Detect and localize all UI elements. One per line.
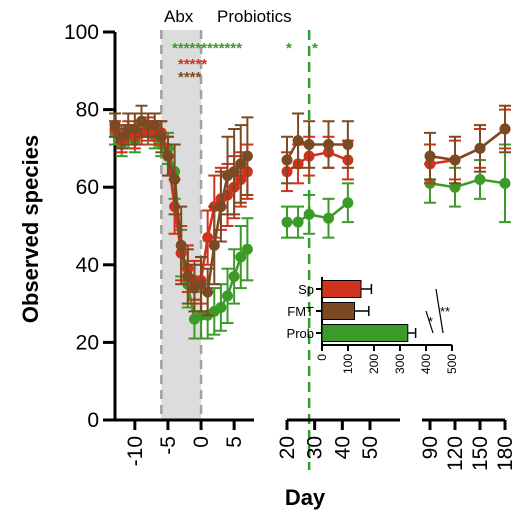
y-tick-label: 80: [76, 99, 99, 122]
data-point-fmt: [303, 139, 315, 151]
significance-stars: *****: [178, 56, 207, 73]
y-tick-label: 40: [76, 254, 99, 277]
y-axis-title: Observed species: [18, 135, 43, 323]
x-tick-label: 40: [331, 436, 354, 459]
x-tick-label: 5: [223, 436, 246, 448]
data-point-prob: [323, 212, 334, 224]
x-tick-label: 50: [359, 436, 382, 459]
significance-stars: ************: [172, 40, 242, 57]
significance-stars: *: [312, 40, 318, 57]
x-tick-label: 180: [494, 436, 517, 471]
inset-x-tick-label: 300: [393, 354, 407, 374]
series-fmt: [109, 104, 511, 317]
data-point-fmt: [474, 142, 486, 154]
inset-x-tick-label: 500: [445, 354, 459, 374]
data-point-prob: [241, 243, 253, 255]
data-point-prob: [235, 251, 247, 263]
data-point-sp: [202, 232, 214, 244]
data-point-prob: [303, 208, 315, 220]
data-point-fmt: [208, 239, 220, 251]
data-point-fmt: [499, 123, 511, 135]
significance-stars: ****: [178, 69, 202, 86]
data-point-fmt: [424, 150, 436, 162]
data-point-prob: [222, 290, 234, 302]
x-tick-label: 0: [190, 436, 213, 448]
inset-bar-prob: [321, 324, 409, 342]
series-line-fmt: [429, 128, 506, 162]
inset-x-tick-label: 0: [315, 354, 329, 361]
data-point-fmt: [116, 131, 128, 143]
data-point-fmt: [228, 166, 240, 178]
data-point-fmt: [449, 154, 461, 166]
inset-category-label: Prob: [287, 326, 314, 341]
data-point-fmt: [149, 119, 161, 131]
data-point-prob: [449, 181, 461, 193]
inset-significance: **: [440, 304, 450, 319]
data-point-fmt: [195, 278, 207, 290]
data-point-fmt: [169, 173, 181, 185]
inset-x-tick-label: 400: [419, 354, 433, 374]
x-tick-label: -10: [124, 436, 147, 466]
inset-bar-sp: [321, 280, 362, 298]
y-tick-label: 60: [76, 176, 99, 199]
data-point-fmt: [215, 201, 227, 213]
data-point-fmt: [323, 139, 334, 151]
y-tick-label: 0: [87, 409, 99, 432]
data-point-prob: [228, 270, 240, 282]
x-axis-title: Day: [285, 485, 326, 510]
data-point-fmt: [342, 139, 354, 151]
x-tick-label: 30: [304, 436, 327, 459]
data-point-fmt: [109, 119, 121, 131]
inset-category-label: FMT: [287, 304, 314, 319]
data-point-prob: [215, 301, 227, 313]
inset-bracket-sp-prob: [435, 288, 444, 334]
data-point-fmt: [155, 131, 167, 143]
y-tick-label: 20: [76, 331, 99, 354]
x-tick-label: 90: [419, 436, 442, 459]
x-tick-label: 150: [469, 436, 492, 471]
data-point-fmt: [175, 239, 187, 251]
series-line-prob: [429, 178, 506, 189]
inset-x-tick-label: 100: [341, 354, 355, 374]
data-point-fmt: [281, 154, 293, 166]
inset-significance: *: [428, 314, 433, 329]
x-tick-label: 20: [276, 436, 299, 459]
y-tick-label: 100: [64, 21, 99, 44]
probiotics-label: Probiotics: [217, 7, 292, 26]
abx-label: Abx: [164, 7, 194, 26]
data-point-prob: [474, 173, 486, 185]
data-point-fmt: [292, 135, 304, 147]
data-point-fmt: [162, 150, 174, 162]
data-point-prob: [342, 197, 354, 209]
data-point-fmt: [182, 270, 194, 282]
x-tick-label: -5: [157, 436, 180, 455]
inset-bar-fmt: [321, 302, 355, 320]
x-tick-label: 120: [444, 436, 467, 471]
data-point-fmt: [241, 150, 253, 162]
inset-category-label: Sp: [298, 282, 314, 297]
data-point-fmt: [129, 123, 141, 135]
data-point-fmt: [235, 158, 247, 170]
data-point-fmt: [202, 286, 214, 298]
data-point-prob: [281, 216, 293, 228]
inset-bracket-fmt-prob: [425, 310, 434, 334]
inset-x-tick-label: 200: [367, 354, 381, 374]
data-point-prob: [499, 177, 511, 189]
data-point-prob: [292, 216, 304, 228]
significance-stars: *: [286, 40, 292, 57]
